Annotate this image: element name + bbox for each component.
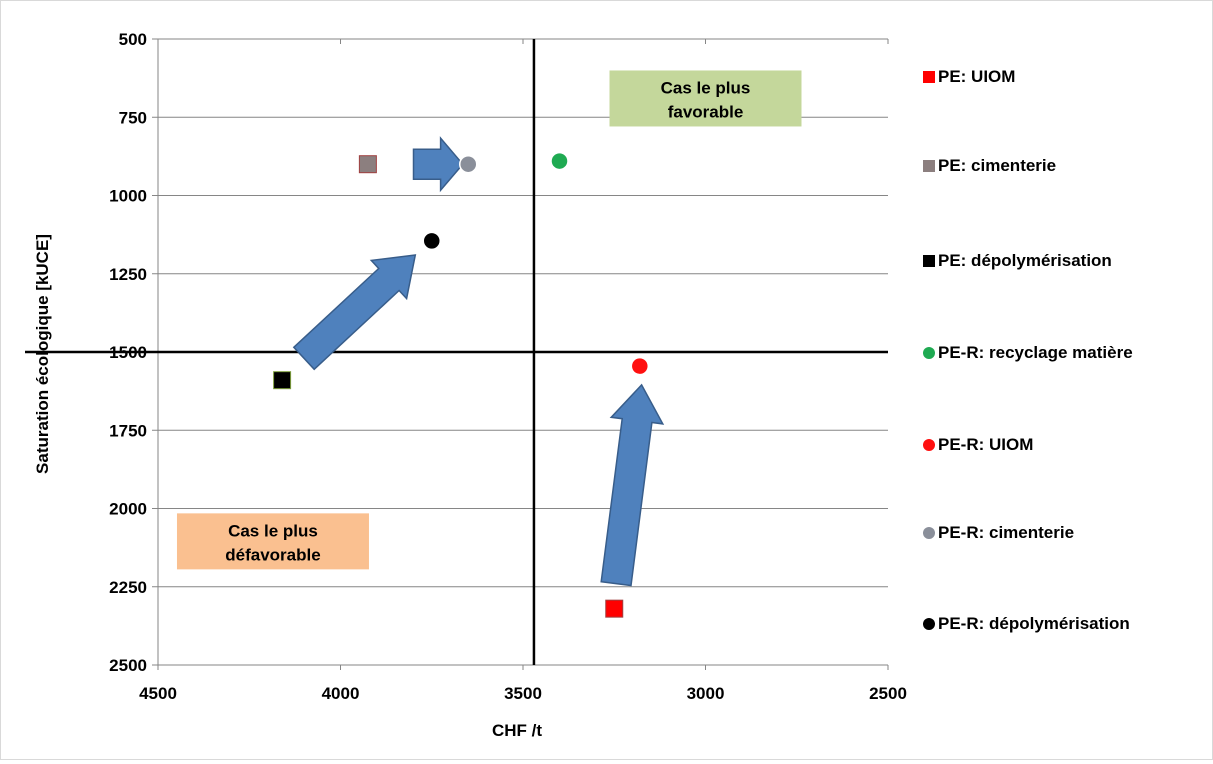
legend-marker (923, 71, 935, 83)
x-tick-label: 2500 (869, 684, 907, 703)
y-tick-label: 1750 (109, 421, 147, 440)
data-point-circle (459, 154, 478, 174)
x-tick-label: 3500 (504, 684, 542, 703)
legend-marker (923, 255, 935, 267)
arrows (292, 136, 665, 587)
annotation-text: défavorable (225, 545, 320, 564)
data-point-square (605, 599, 624, 618)
block-arrow (292, 254, 417, 371)
y-tick-label: 750 (119, 108, 147, 127)
y-tick-label: 500 (119, 30, 147, 49)
data-point-circle (630, 356, 650, 376)
legend-label: PE-R: recyclage matière (938, 343, 1133, 362)
annotation-box (176, 513, 369, 570)
x-axis-title: CHF /t (492, 721, 542, 740)
legend-marker (923, 160, 935, 172)
legend-label: PE-R: UIOM (938, 435, 1034, 454)
legend-item: PE: UIOM (923, 65, 1188, 88)
y-tick-label: 2250 (109, 578, 147, 597)
data-points (273, 151, 650, 618)
x-tick-label: 4500 (139, 684, 177, 703)
legend-item: PE-R: cimenterie (923, 521, 1188, 544)
block-arrow (412, 136, 464, 193)
y-axis-title: Saturation écologique [kUCE] (33, 234, 52, 474)
annotations: Cas le plus favorable Cas le plus défavorab… (176, 70, 802, 570)
legend-marker (923, 347, 935, 359)
x-tick-label: 4000 (322, 684, 360, 703)
data-point-circle (422, 231, 441, 251)
legend-item: PE: cimenterie (923, 154, 1188, 177)
annotation-text: favorable (668, 102, 744, 121)
legend-label: PE-R: cimenterie (938, 523, 1075, 542)
annotation-box (609, 70, 802, 127)
y-tick-label: 1000 (109, 187, 147, 206)
x-tick-label: 3000 (687, 684, 725, 703)
annotation-text: Cas le plus (228, 521, 318, 540)
legend-marker (923, 618, 935, 630)
legend-item: PE-R: UIOM (923, 433, 1188, 456)
legend-marker (923, 527, 935, 539)
legend-label: PE: dépolymérisation (938, 251, 1112, 270)
legend-label: PE: UIOM (938, 67, 1016, 86)
annotation-text: Cas le plus (661, 78, 751, 97)
reference-lines (25, 39, 888, 665)
legend-item: PE: dépolymérisation (923, 249, 1188, 272)
data-point-square (273, 371, 292, 390)
y-tick-label: 2000 (109, 500, 147, 519)
legend-label: PE-R: dépolymérisation (938, 614, 1130, 633)
block-arrow (600, 383, 665, 587)
data-point-square (358, 155, 377, 174)
legend-item: PE-R: dépolymérisation (923, 612, 1188, 635)
legend-marker (923, 439, 935, 451)
legend-label: PE: cimenterie (938, 156, 1057, 175)
y-tick-label: 1250 (109, 265, 147, 284)
legend-item: PE-R: recyclage matière (923, 341, 1188, 364)
data-point-circle (550, 151, 569, 171)
y-tick-label: 2500 (109, 656, 147, 675)
